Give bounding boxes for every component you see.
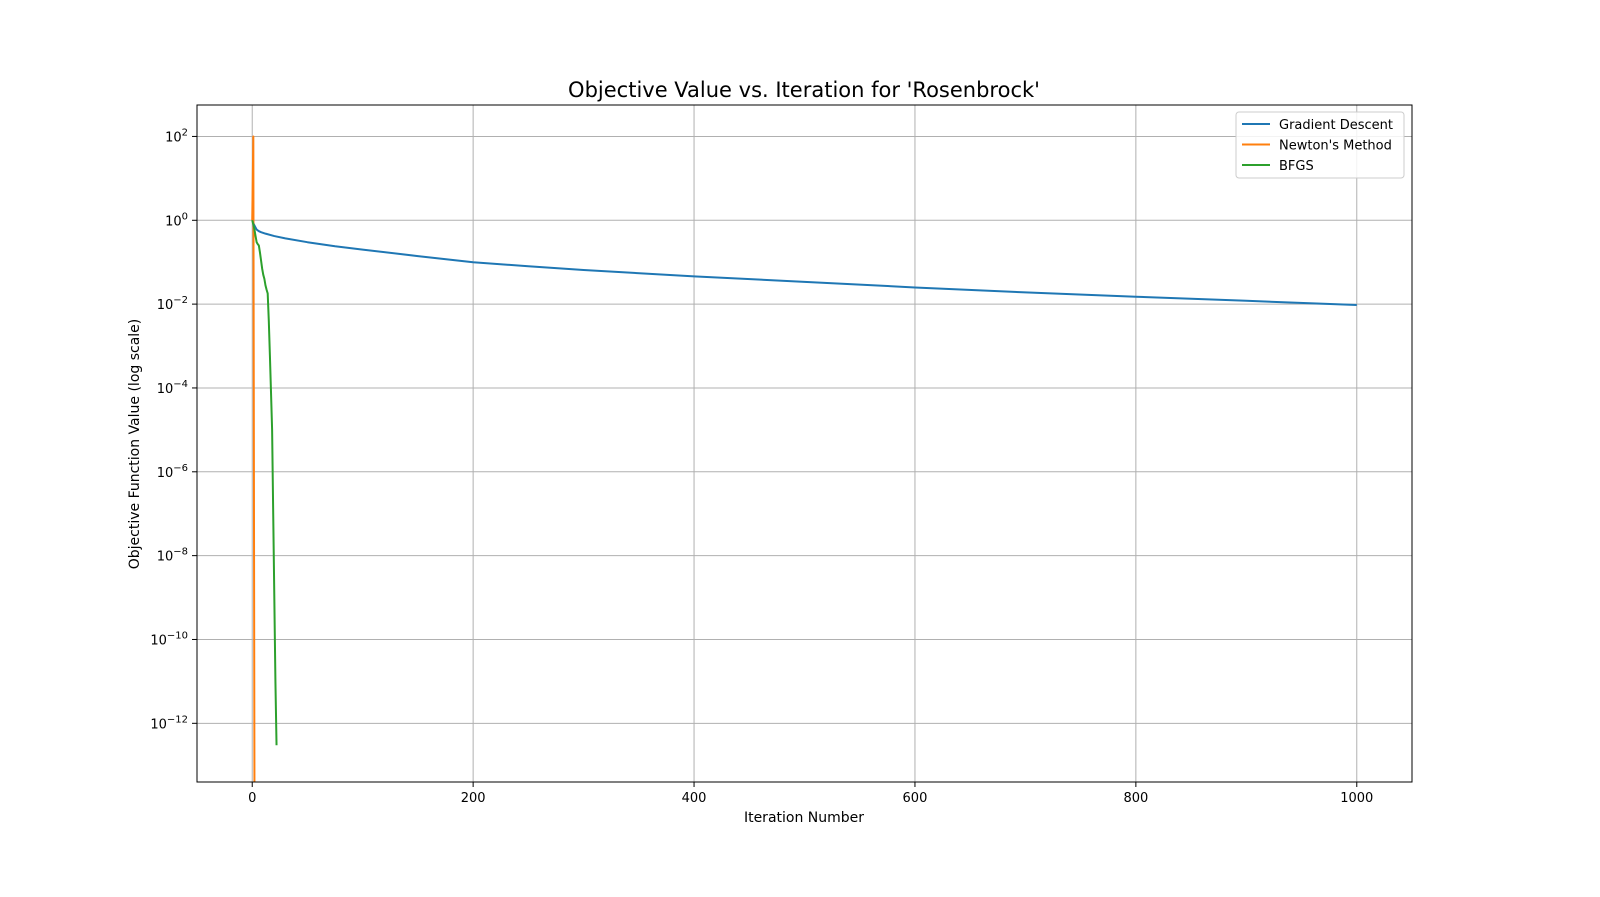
y-axis-ticks: 102 100 10−2 10−4 10−6 10−8 10−10 10−12 bbox=[150, 127, 197, 732]
series-line-0 bbox=[251, 219, 1357, 307]
y-tick-label: 10−8 bbox=[157, 547, 188, 565]
grid-lines bbox=[197, 105, 1412, 782]
y-tick-label: 102 bbox=[165, 127, 188, 145]
legend: Gradient Descent Newton's Method BFGS bbox=[1235, 111, 1405, 179]
legend-label: Newton's Method bbox=[1279, 139, 1392, 154]
y-tick-label: 10−2 bbox=[157, 295, 188, 313]
series-line-1 bbox=[251, 135, 256, 783]
plot-area bbox=[196, 104, 1413, 783]
legend-label: BFGS bbox=[1279, 159, 1314, 174]
y-tick-label: 100 bbox=[165, 211, 188, 229]
series-lines bbox=[251, 135, 1357, 783]
x-axis-ticks: 0 200 400 600 800 1000 bbox=[248, 782, 1373, 806]
x-tick-label: 400 bbox=[682, 791, 707, 806]
x-tick-label: 600 bbox=[903, 791, 928, 806]
y-tick-label: 10−6 bbox=[157, 463, 188, 481]
x-tick-label: 0 bbox=[248, 791, 256, 806]
x-tick-label: 800 bbox=[1123, 791, 1148, 806]
series-line-2 bbox=[251, 220, 278, 746]
x-axis-label: Iteration Number bbox=[744, 810, 864, 826]
legend-label: Gradient Descent bbox=[1279, 118, 1393, 133]
y-tick-label: 10−12 bbox=[150, 714, 188, 732]
y-tick-label: 10−10 bbox=[150, 630, 188, 648]
chart-title: Objective Value vs. Iteration for 'Rosen… bbox=[568, 78, 1040, 102]
y-tick-label: 10−4 bbox=[157, 379, 188, 397]
x-tick-label: 200 bbox=[461, 791, 486, 806]
y-axis-label: Objective Function Value (log scale) bbox=[127, 319, 143, 570]
x-tick-label: 1000 bbox=[1340, 791, 1373, 806]
legend-box bbox=[1235, 111, 1405, 179]
